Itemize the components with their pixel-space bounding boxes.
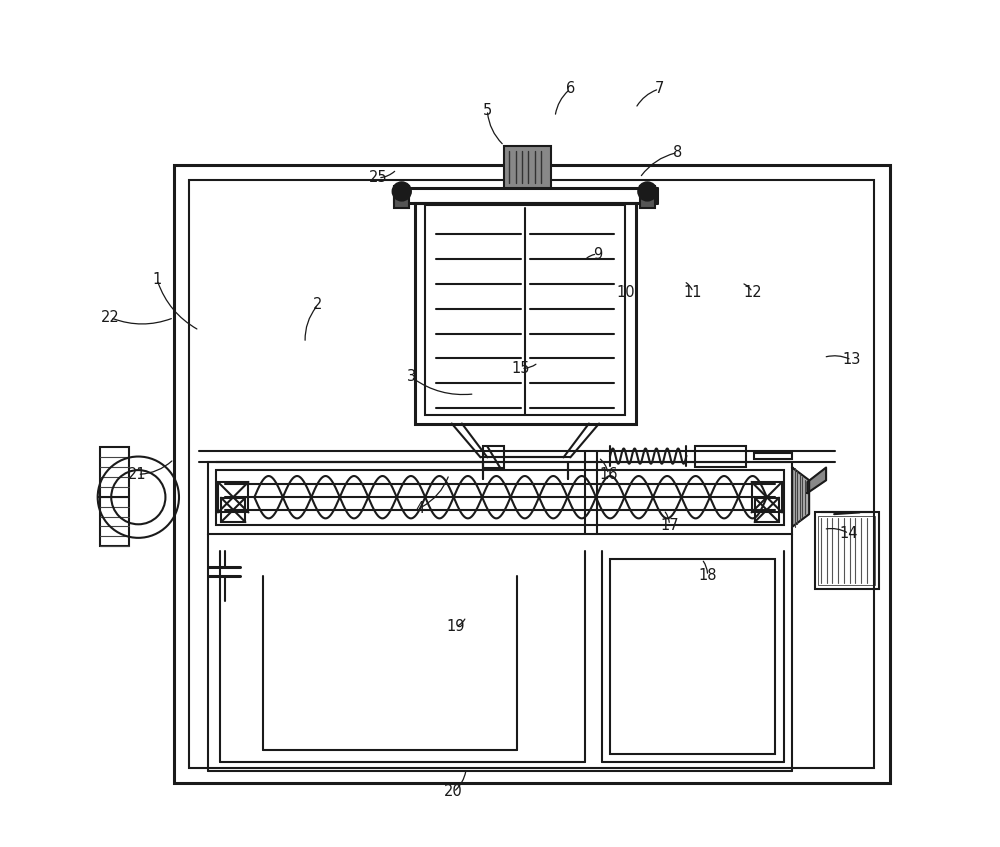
Text: 7: 7: [655, 81, 664, 97]
Text: 10: 10: [616, 285, 635, 300]
Text: 1: 1: [152, 272, 162, 287]
Bar: [189, 180, 874, 768]
Text: 11: 11: [684, 285, 702, 300]
Bar: [752, 482, 782, 512]
Text: 13: 13: [842, 352, 861, 368]
Text: 5: 5: [483, 102, 492, 118]
Text: 12: 12: [743, 285, 762, 300]
Text: 25: 25: [369, 170, 387, 185]
Bar: [504, 146, 551, 188]
Text: 19: 19: [447, 619, 465, 634]
Polygon shape: [792, 468, 809, 527]
Text: 4: 4: [415, 501, 424, 516]
Bar: [483, 446, 504, 468]
Bar: [174, 165, 890, 783]
Bar: [221, 498, 245, 522]
Bar: [640, 186, 655, 208]
Text: 2: 2: [313, 297, 323, 313]
Text: 3: 3: [407, 369, 416, 385]
Bar: [100, 447, 129, 546]
Text: 9: 9: [593, 246, 602, 262]
Text: 17: 17: [660, 518, 679, 533]
Bar: [818, 516, 875, 585]
Bar: [208, 462, 792, 534]
Bar: [610, 559, 775, 754]
Text: 6: 6: [566, 81, 575, 97]
Bar: [415, 203, 636, 424]
Bar: [754, 453, 792, 459]
Text: 21: 21: [128, 467, 147, 482]
Bar: [394, 186, 409, 208]
Bar: [216, 470, 784, 525]
Text: 15: 15: [512, 361, 530, 376]
Polygon shape: [807, 468, 826, 493]
Bar: [504, 146, 551, 188]
Circle shape: [392, 182, 411, 201]
Text: 22: 22: [101, 310, 120, 325]
Bar: [695, 446, 746, 467]
Bar: [815, 512, 879, 589]
Text: 8: 8: [673, 145, 682, 160]
Text: 18: 18: [698, 568, 717, 584]
Circle shape: [638, 182, 657, 201]
Bar: [640, 186, 655, 208]
Text: 16: 16: [599, 467, 618, 482]
Text: 20: 20: [444, 784, 463, 800]
Bar: [394, 186, 409, 208]
Bar: [755, 498, 779, 522]
Bar: [425, 205, 625, 415]
Bar: [218, 482, 248, 512]
Text: 14: 14: [840, 526, 858, 541]
